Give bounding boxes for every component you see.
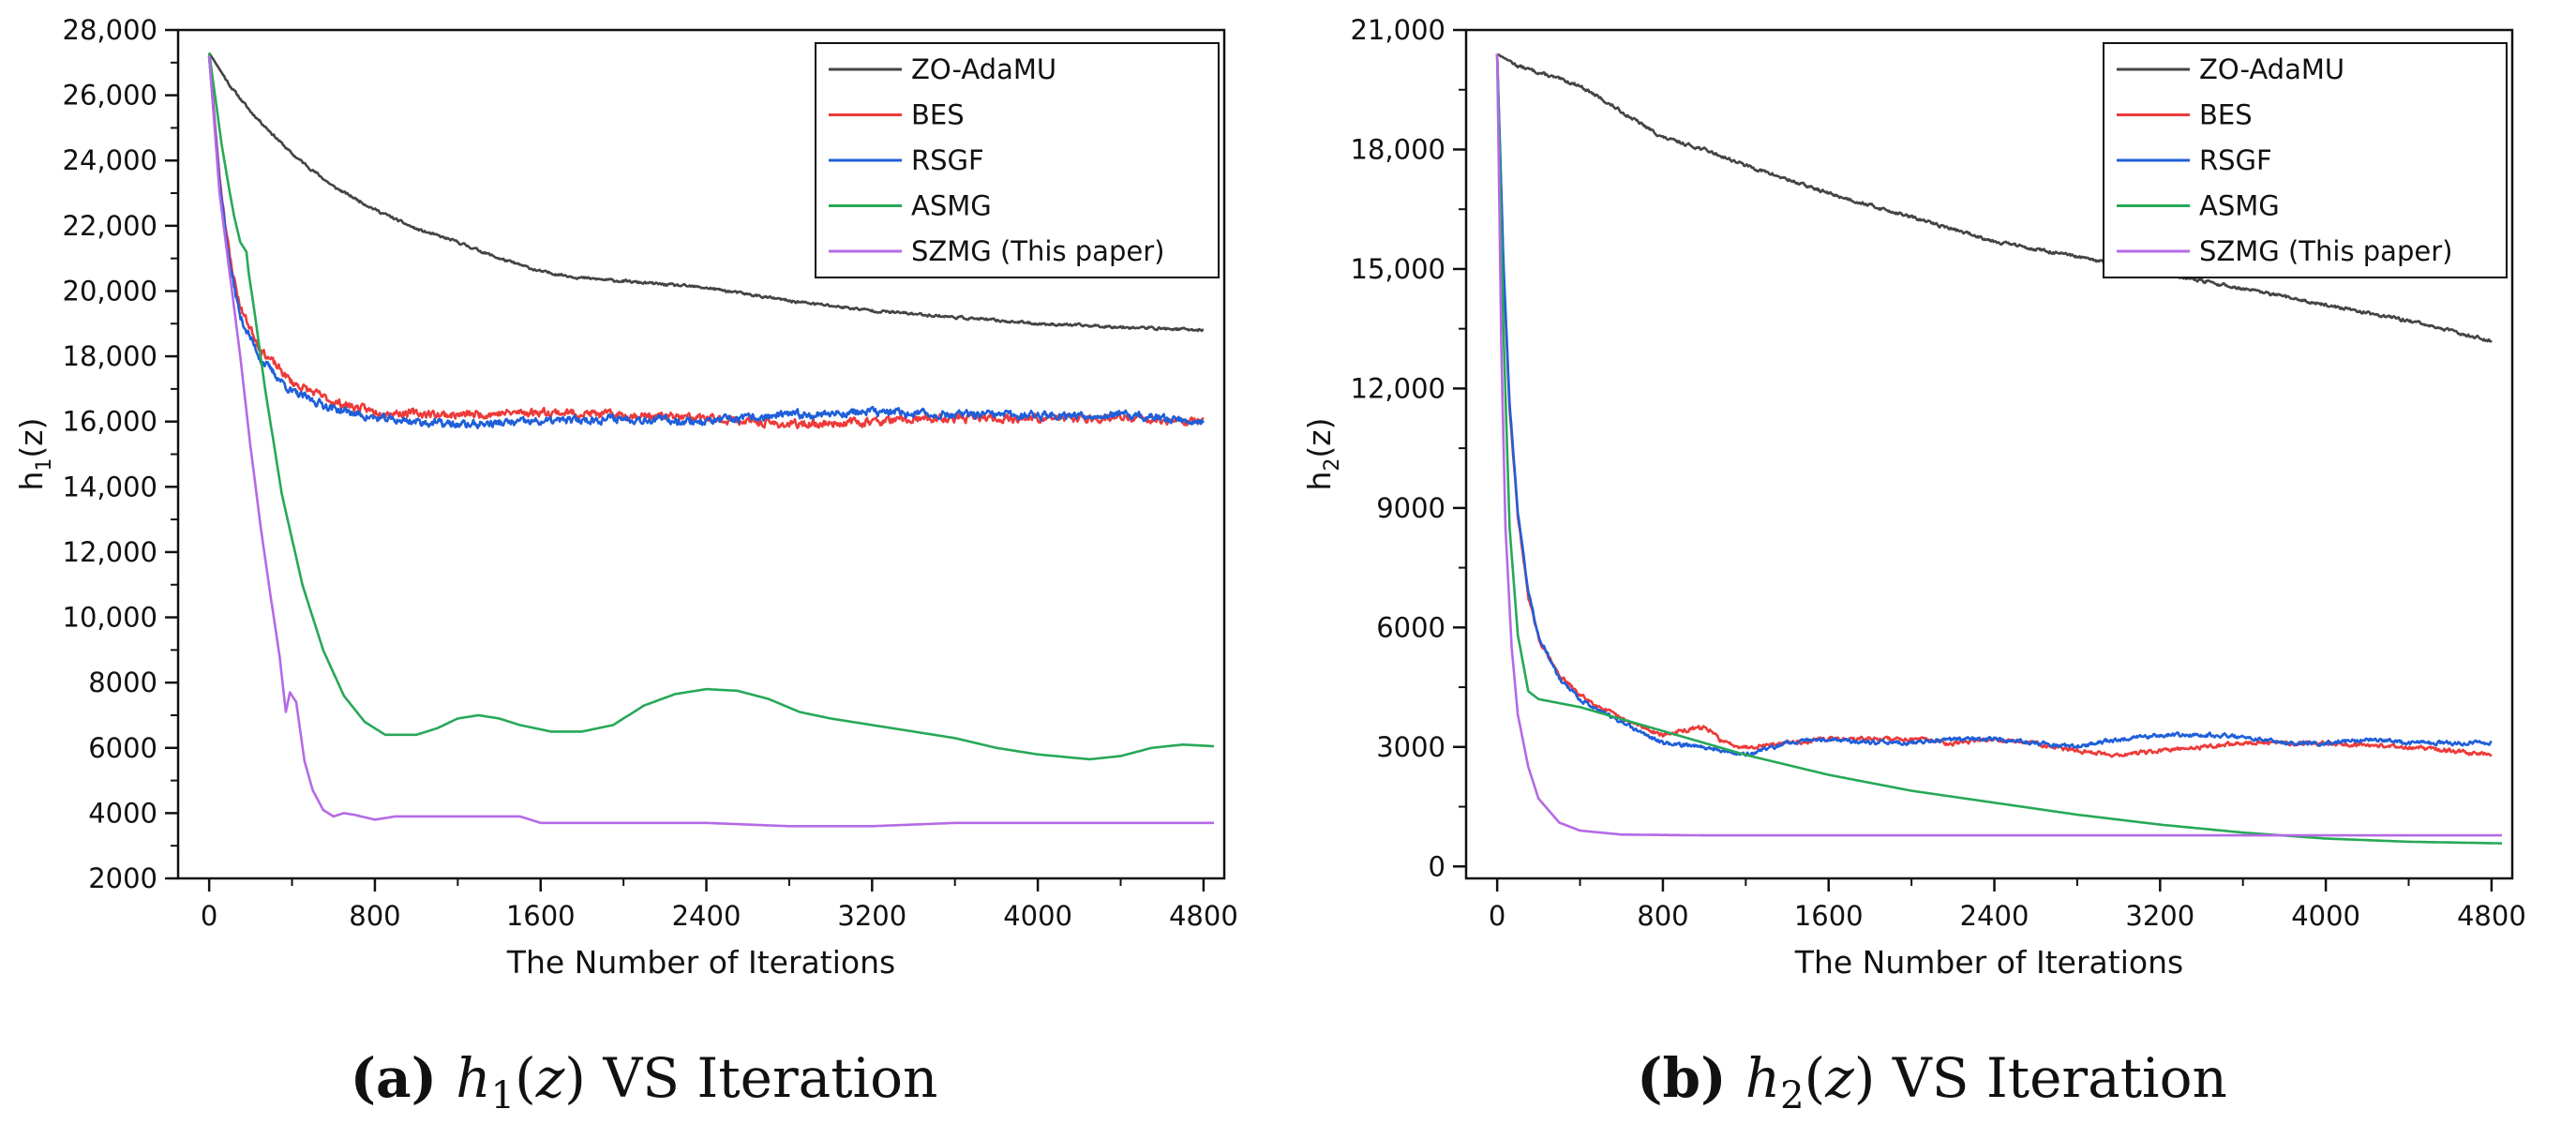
- y-axis-title: h1(z): [13, 418, 56, 491]
- y-tick-label: 14,000: [63, 471, 157, 502]
- y-tick-label: 9000: [1376, 492, 1445, 524]
- legend-label: SZMG (This paper): [2199, 235, 2452, 267]
- legend-label: RSGF: [911, 144, 984, 176]
- y-axis-title-sub: 1: [33, 458, 56, 472]
- y-axis-title: h2(z): [1301, 418, 1344, 491]
- legend-label: ZO-AdaMU: [911, 53, 1056, 85]
- caption-arg-open: (: [1805, 1046, 1826, 1110]
- x-tick-label: 4000: [1003, 900, 1072, 932]
- y-tick-label: 0: [1429, 850, 1445, 882]
- x-tick-label: 800: [349, 900, 400, 932]
- y-tick-label: 20,000: [63, 275, 157, 307]
- figure-caption: (b) h2(z) VS Iteration: [1637, 1046, 2227, 1117]
- y-tick-label: 6000: [1376, 611, 1445, 643]
- caption-letter: (a): [351, 1046, 457, 1110]
- chart-panel-a: 0 800 1600 2400 3200 4000 4800 2000 4000 6000 8000…: [13, 14, 1238, 1117]
- y-tick-label: 6000: [88, 732, 157, 764]
- caption-arg-open: (: [515, 1046, 536, 1110]
- series-line-szmg-this-paper: [207, 55, 1215, 828]
- y-tick-label: 8000: [88, 667, 157, 698]
- caption-func: h: [1745, 1046, 1780, 1110]
- y-tick-label: 21,000: [1351, 14, 1445, 46]
- y-tick-label: 18,000: [63, 340, 157, 372]
- legend-label: ASMG: [2199, 190, 2280, 222]
- caption-sub: 1: [491, 1074, 515, 1117]
- plot-frame: [1464, 28, 2514, 880]
- caption-arg-var: z: [535, 1046, 565, 1110]
- legend-label: ASMG: [911, 190, 992, 222]
- x-tick-label: 4800: [2457, 900, 2526, 932]
- legend-label: BES: [911, 99, 965, 131]
- figure-caption: (a) h1(z) VS Iteration: [351, 1046, 938, 1117]
- y-tick-label: 16,000: [63, 406, 157, 438]
- series-line-zo-adamu: [208, 52, 1205, 333]
- caption-sub: 2: [1780, 1074, 1804, 1117]
- series-group: [207, 52, 1215, 828]
- x-tick-label: 800: [1637, 900, 1688, 932]
- series-line-rsgf: [1495, 53, 2493, 757]
- y-tick-label: 22,000: [63, 210, 157, 242]
- chart-a-svg: 0 800 1600 2400 3200 4000 4800 2000 4000 6000 8000…: [13, 14, 1238, 1117]
- legend-label: BES: [2199, 99, 2253, 131]
- series-line-asmg: [1495, 53, 2503, 845]
- x-tick-label: 4000: [2291, 900, 2360, 932]
- series-line-zo-adamu: [1496, 52, 2493, 343]
- series-line-asmg: [207, 52, 1215, 761]
- caption-arg-var: z: [1824, 1046, 1854, 1110]
- caption-letter: (b): [1637, 1046, 1745, 1110]
- y-tick-label: 10,000: [63, 602, 157, 634]
- y-axis-title-sub: 2: [1321, 458, 1344, 472]
- x-tick-label: 1600: [506, 900, 576, 932]
- series-line-rsgf: [207, 56, 1205, 429]
- y-tick-label: 18,000: [1351, 133, 1445, 165]
- y-tick-label: 12,000: [1351, 372, 1445, 404]
- y-tick-label: 28,000: [63, 14, 157, 46]
- y-axis-title-rest: (z): [1301, 418, 1338, 458]
- caption-func: h: [456, 1046, 490, 1110]
- chart-b-svg: 0 800 1600 2400 3200 4000 4800 0 3000 6000 9000 12,…: [1301, 14, 2526, 1117]
- y-tick-label: 24,000: [63, 144, 157, 176]
- y-tick-label: 2000: [88, 862, 157, 894]
- x-tick-label: 2400: [672, 900, 741, 932]
- legend-label: RSGF: [2199, 144, 2272, 176]
- y-axis-title-rest: (z): [13, 418, 50, 458]
- x-tick-label: 1600: [1794, 900, 1864, 932]
- y-tick-label: 4000: [88, 797, 157, 829]
- caption-arg-close: ) VS Iteration: [564, 1046, 937, 1110]
- x-tick-label: 4800: [1169, 900, 1238, 932]
- series-line-szmg-this-paper: [1495, 53, 2503, 837]
- y-tick-label: 15,000: [1351, 253, 1445, 285]
- y-axis-title-main: h: [13, 472, 50, 491]
- legend-label: ZO-AdaMU: [2199, 53, 2344, 85]
- y-axis-title-main: h: [1301, 472, 1338, 491]
- x-tick-label: 3200: [837, 900, 906, 932]
- x-axis-title: The Number of Iterations: [1794, 944, 2183, 981]
- series-group: [1495, 52, 2503, 845]
- y-tick-label: 3000: [1376, 731, 1445, 763]
- x-tick-label: 2400: [1960, 900, 2029, 932]
- legend-label: SZMG (This paper): [911, 235, 1164, 267]
- y-tick-label: 12,000: [63, 536, 157, 568]
- caption-arg-close: ) VS Iteration: [1854, 1046, 2227, 1110]
- x-tick-label: 0: [201, 900, 217, 932]
- x-tick-label: 3200: [2125, 900, 2194, 932]
- x-axis-title: The Number of Iterations: [506, 944, 895, 981]
- chart-panel-b: 0 800 1600 2400 3200 4000 4800 0 3000 6000 9000 12,…: [1288, 0, 2576, 1139]
- y-tick-label: 26,000: [63, 80, 157, 112]
- x-tick-label: 0: [1489, 900, 1505, 932]
